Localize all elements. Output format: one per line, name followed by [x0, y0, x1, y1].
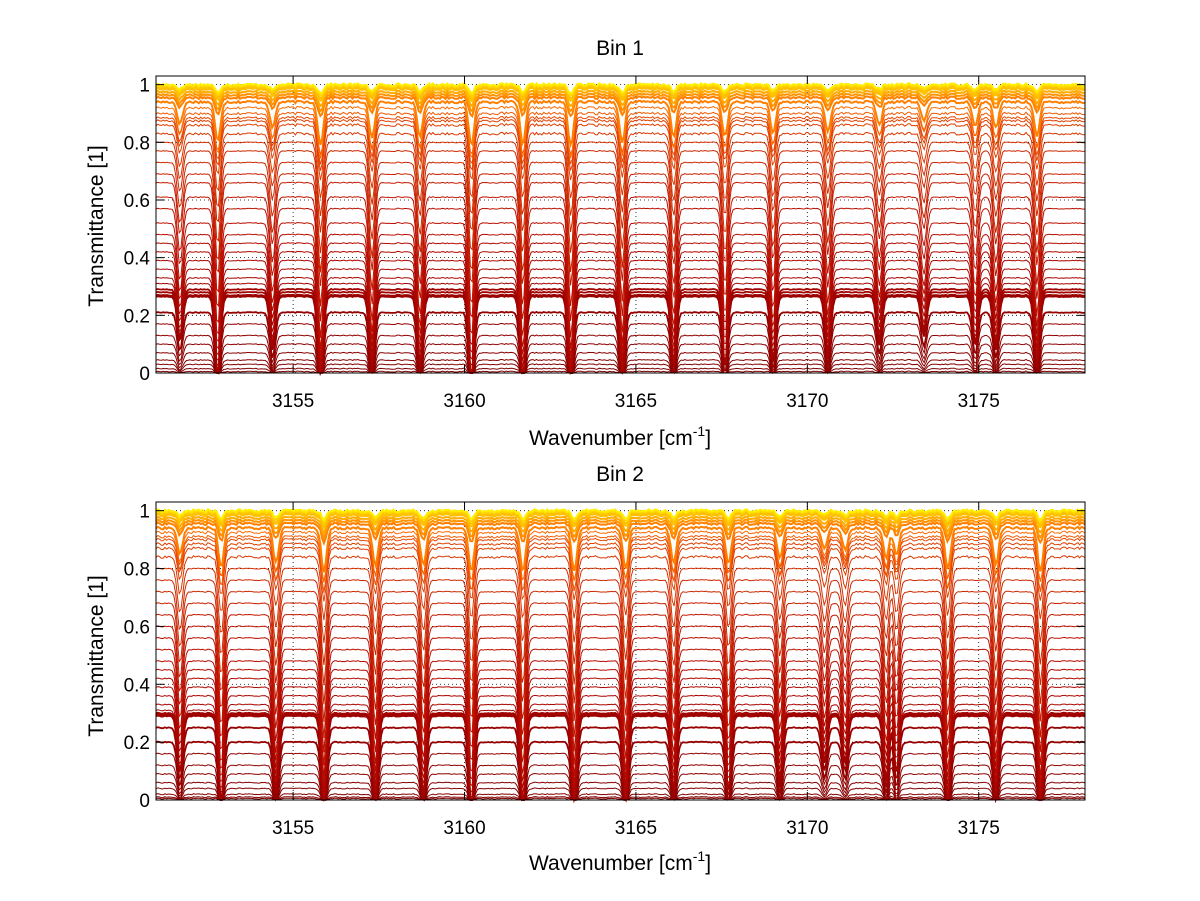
series-line	[155, 613, 1086, 722]
series-line	[155, 541, 1086, 592]
axes-frame	[155, 75, 1086, 374]
series-line	[155, 259, 1086, 370]
series-line	[155, 91, 1086, 114]
y-tick-label: 0	[139, 364, 150, 385]
series-line	[155, 781, 1086, 801]
series-line	[155, 172, 1086, 273]
x-tick-label: 3170	[786, 818, 828, 839]
series-line	[155, 546, 1086, 602]
x-tick-label: 3155	[272, 818, 314, 839]
series-line	[155, 86, 1086, 104]
series-line	[155, 105, 1086, 159]
series-line	[155, 660, 1086, 778]
series-line	[155, 797, 1086, 801]
series-line	[155, 579, 1086, 665]
series-line	[155, 518, 1086, 541]
series-line	[155, 161, 1085, 254]
x-axis-label: Wavenumber [cm-1]	[529, 848, 711, 875]
x-tick-label: 3155	[272, 391, 314, 412]
series-line	[155, 590, 1086, 686]
chart-title: Bin 2	[596, 463, 644, 486]
series-line	[155, 521, 1086, 546]
series-line	[155, 764, 1086, 801]
x-tick-label: 3165	[615, 818, 657, 839]
series-line	[155, 567, 1086, 643]
series-line	[155, 740, 1086, 804]
series-line	[155, 149, 1086, 233]
series-line	[155, 648, 1086, 766]
plot-area: 3155 3160 3165 3170 3175 0 0.2 0.4 0.6 0.8 1	[124, 501, 1086, 839]
y-tick-label: 0.4	[124, 675, 151, 696]
y-axis-label: Transmittance [1]	[85, 575, 108, 736]
plot-area: 3155 3160 3165 3170 3175 0 0.2 0.4 0.6 0.8 1	[124, 75, 1086, 412]
series-line	[155, 602, 1086, 705]
x-tick-label: 3170	[786, 391, 828, 412]
series-line	[155, 81, 1086, 96]
y-tick-label: 0.6	[124, 191, 150, 212]
chart-title: Bin 1	[596, 37, 644, 60]
x-tick-label: 3175	[958, 818, 1000, 839]
series-line	[155, 221, 1086, 338]
series-line	[155, 554, 1086, 621]
series-line	[155, 625, 1086, 738]
series-line	[155, 99, 1086, 149]
series-line	[155, 509, 1086, 525]
series-line	[155, 233, 1085, 350]
y-tick-label: 0.8	[124, 560, 150, 581]
x-axis-label: Wavenumber [cm-1]	[529, 423, 711, 450]
x-tick-label: 3160	[443, 818, 485, 839]
x-tick-label: 3175	[958, 391, 1000, 412]
series-line	[155, 636, 1086, 753]
series-line	[155, 94, 1086, 119]
series-line	[155, 131, 1086, 199]
y-tick-label: 0.4	[124, 249, 151, 270]
y-axis-label: Transmittance [1]	[85, 145, 108, 306]
series-line	[155, 310, 1086, 375]
series-line	[155, 83, 1086, 98]
series-line	[155, 534, 1086, 593]
y-tick-label: 1	[139, 502, 150, 523]
y-tick-label: 0.2	[124, 306, 150, 327]
series-line	[155, 207, 1086, 322]
series-line	[155, 525, 1086, 573]
series-line	[155, 196, 1085, 307]
series-line	[155, 115, 1086, 166]
panel-bin-2: Bin 2 3155 3160 3165 3170 3175 0 0.2 0.4 0.6 0.8 1…	[85, 463, 1086, 875]
series-line	[155, 141, 1086, 216]
panel-bin-1: Bin 1 3155 3160 3165 3170 3175 0 0.2 0.4 0.6 0.8 1…	[85, 37, 1086, 450]
series-line	[155, 242, 1086, 358]
series-line	[155, 268, 1085, 374]
series-line	[155, 88, 1086, 109]
series-line	[155, 772, 1086, 802]
y-tick-label: 0.2	[124, 733, 150, 754]
series-line	[155, 793, 1086, 801]
y-tick-label: 0	[139, 791, 150, 812]
series-line	[155, 787, 1086, 801]
y-tick-label: 0.8	[124, 133, 150, 154]
axes-frame	[155, 501, 1086, 801]
series-line	[155, 84, 1086, 101]
x-tick-label: 3160	[443, 391, 485, 412]
series-line	[155, 507, 1086, 522]
series-line	[155, 181, 1085, 286]
y-tick-label: 0.6	[124, 617, 150, 638]
series-line	[155, 118, 1086, 171]
x-tick-label: 3165	[615, 391, 657, 412]
series-line	[155, 515, 1086, 536]
series-line	[155, 796, 1086, 801]
series-line	[155, 250, 1085, 364]
series-line	[155, 122, 1086, 181]
y-tick-label: 1	[139, 76, 150, 97]
